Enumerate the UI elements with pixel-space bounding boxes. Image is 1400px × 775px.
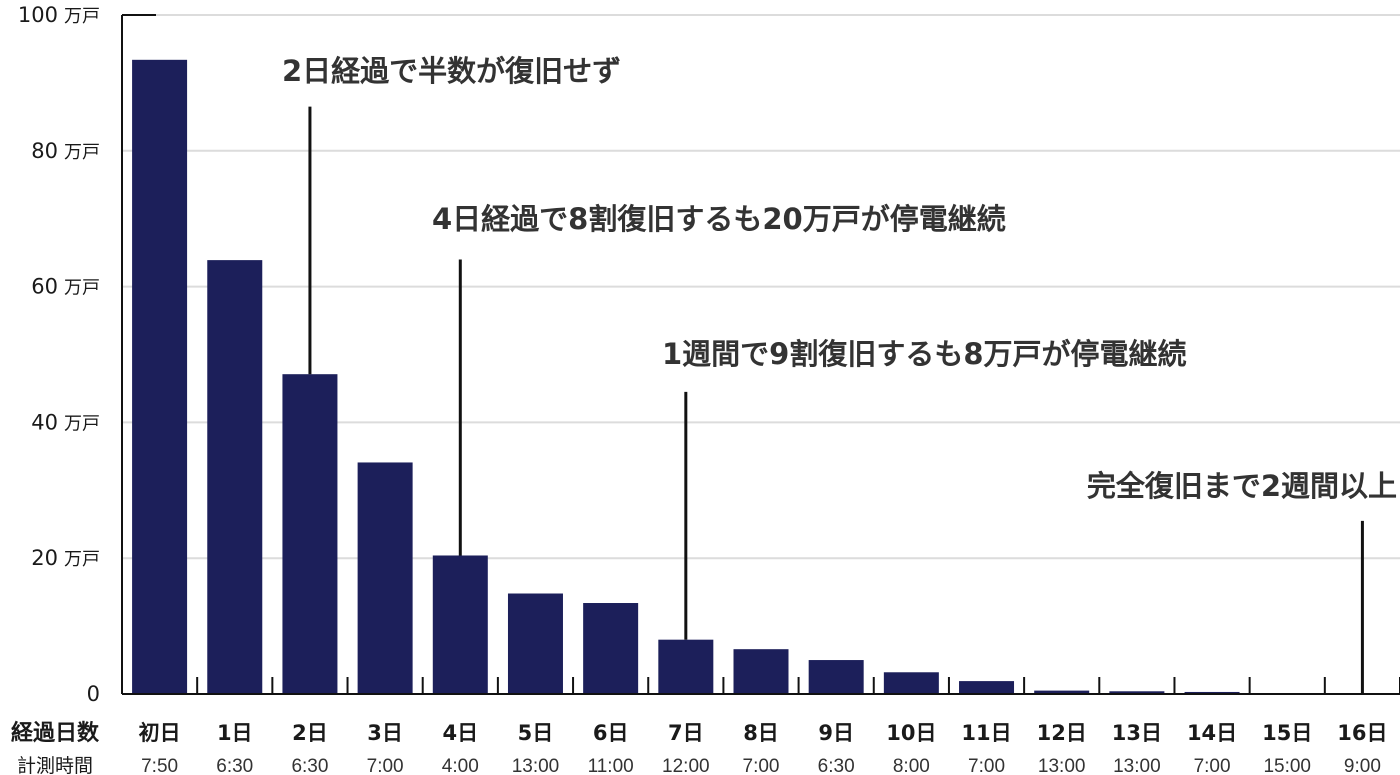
x-category-label: 14日 <box>1187 721 1237 745</box>
x-time-label: 8:00 <box>893 756 930 775</box>
x-category-label: 11日 <box>961 721 1011 745</box>
x-category-label: 4日 <box>442 721 478 745</box>
x-category-label: 13日 <box>1112 721 1162 745</box>
bar-3日 <box>357 462 413 694</box>
y-tick-label: 20 万戸 <box>31 546 100 570</box>
x-time-label: 4:00 <box>442 756 479 775</box>
bar-8日 <box>733 649 789 694</box>
y-tick-value: 80 <box>31 139 58 163</box>
y-tick-value: 20 <box>31 546 58 570</box>
x-category-label: 1日 <box>217 721 253 745</box>
y-axis: 0 20 万戸 40 万戸 60 万戸 80 万戸 100 万戸 <box>18 3 156 706</box>
bar-初日 <box>132 59 188 694</box>
bar-12日 <box>1034 690 1090 694</box>
annotation-text: 4日経過で8割復旧するも20万戸が停電継続 <box>432 202 1006 236</box>
x-category-label: 6日 <box>593 721 629 745</box>
x-category-label: 初日 <box>139 721 181 745</box>
x-time-label: 6:30 <box>818 756 855 775</box>
y-tick-unit: 万戸 <box>64 142 100 163</box>
time-row-label: 計測時間 <box>17 755 93 775</box>
y-tick-label: 0 <box>87 682 100 706</box>
y-tick-value: 60 <box>31 275 58 299</box>
x-time-label: 13:00 <box>1038 756 1086 775</box>
annotations: 2日経過で半数が復旧せず 4日経過で8割復旧するも20万戸が停電継続 1週間で9割復… <box>282 54 1397 694</box>
bar-14日 <box>1184 691 1240 694</box>
x-axis-label: 経過日数 <box>11 720 100 746</box>
x-axis: 初日 7:50 1日 6:30 2日 6:30 3日 7:00 4日 4:00 5日 13:00 6日 1… <box>121 677 1400 775</box>
y-tick-label: 60 万戸 <box>31 275 100 299</box>
x-category-label: 12日 <box>1037 721 1087 745</box>
x-time-label: 13:00 <box>1113 756 1161 775</box>
x-time-label: 7:00 <box>1194 756 1231 775</box>
x-category-label: 3日 <box>367 721 403 745</box>
x-category-label: 5日 <box>518 721 554 745</box>
x-time-label: 13:00 <box>512 756 560 775</box>
bar-10日 <box>883 672 939 694</box>
y-tick-unit: 万戸 <box>64 278 100 299</box>
x-time-label: 11:00 <box>588 756 634 775</box>
x-category-label: 2日 <box>292 721 328 745</box>
y-tick-unit: 万戸 <box>64 413 100 434</box>
x-time-label: 12:00 <box>662 756 710 775</box>
x-time-label: 6:30 <box>216 756 253 775</box>
y-tick-label: 100 万戸 <box>18 3 100 27</box>
bar-5日 <box>507 593 563 694</box>
x-category-label: 16日 <box>1337 721 1387 745</box>
x-category-label: 15日 <box>1262 721 1312 745</box>
bar-7日 <box>658 639 714 694</box>
x-time-label: 7:00 <box>367 756 404 775</box>
bar-11日 <box>959 681 1015 694</box>
bar-1日 <box>207 260 263 694</box>
bar-6日 <box>583 603 639 694</box>
x-category-label: 10日 <box>886 721 936 745</box>
x-time-label: 7:00 <box>968 756 1005 775</box>
x-time-label: 7:50 <box>141 756 178 775</box>
x-category-label: 9日 <box>818 721 854 745</box>
y-tick-value: 100 <box>18 3 58 27</box>
annotation-text: 完全復旧まで2週間以上 <box>1087 469 1397 503</box>
y-tick-label: 80 万戸 <box>31 139 100 163</box>
x-time-label: 15:00 <box>1263 756 1311 775</box>
annotation-text: 1週間で9割復旧するも8万戸が停電継続 <box>662 337 1187 371</box>
y-tick-value: 0 <box>87 682 100 706</box>
x-category-label: 8日 <box>743 721 779 745</box>
bar-13日 <box>1109 691 1165 694</box>
y-tick-unit: 万戸 <box>64 6 100 27</box>
x-category-label: 7日 <box>668 721 704 745</box>
x-time-label: 9:00 <box>1344 756 1381 775</box>
y-tick-value: 40 <box>31 410 58 434</box>
bar-9日 <box>808 660 864 694</box>
x-time-label: 6:30 <box>291 756 328 775</box>
annotation-text: 2日経過で半数が復旧せず <box>282 54 621 88</box>
bars <box>132 59 1315 695</box>
bar-2日 <box>282 374 338 694</box>
bar-4日 <box>432 555 488 694</box>
y-tick-unit: 万戸 <box>64 549 100 570</box>
y-tick-label: 40 万戸 <box>31 410 100 434</box>
x-time-label: 7:00 <box>743 756 780 775</box>
